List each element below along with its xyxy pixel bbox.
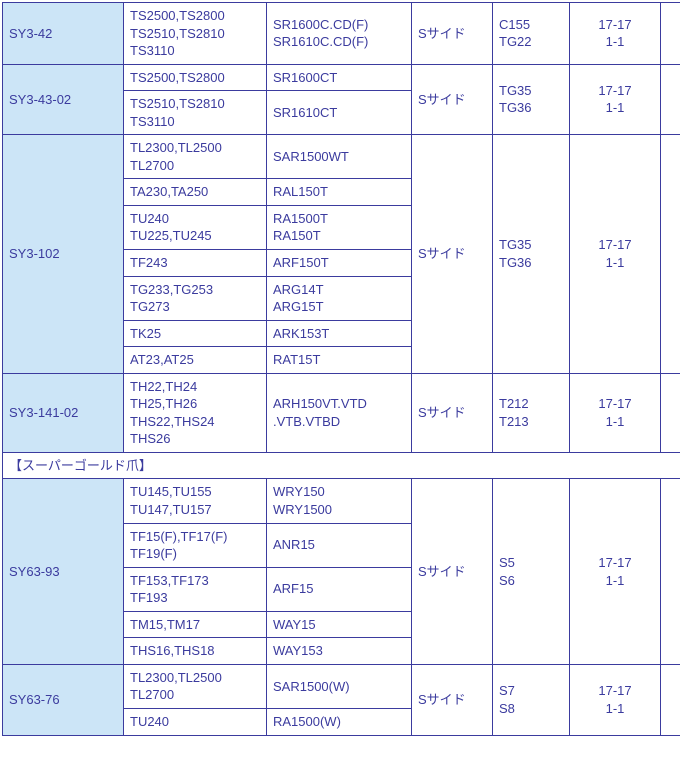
cell: WRY150WRY1500 [267,479,412,523]
cell: RA1500(W) [267,708,412,735]
cell: SY3-43-02 [3,64,124,135]
cell: 【スーパーゴールド爪】 [3,452,680,479]
cell: 36 [661,135,680,373]
cell: ANR15 [267,523,412,567]
cell: TH22,TH24TH25,TH26THS22,THS24THS26 [124,373,267,452]
cell: ARH150VT.VTD.VTB.VTBD [267,373,412,452]
table-row: SY63-76TL2300,TL2500TL2700SAR1500(W)Sサイド… [3,664,680,708]
cell: SAR1500(W) [267,664,412,708]
cell: TU240TU225,TU245 [124,205,267,249]
cell: TU145,TU155TU147,TU157 [124,479,267,523]
cell: WAY15 [267,611,412,638]
cell: SR1600CT [267,64,412,91]
cell: TK25 [124,320,267,347]
cell: 36 [661,3,680,65]
cell: ARF150T [267,250,412,277]
cell: SR1600C.CD(F)SR1610C.CD(F) [267,3,412,65]
cell: TA230,TA250 [124,179,267,206]
cell: 36 [661,664,680,735]
cell: TG233,TG253TG273 [124,276,267,320]
cell: AT23,AT25 [124,347,267,374]
cell: THS16,THS18 [124,638,267,665]
cell: S7S8 [493,664,570,735]
cell: TG35TG36 [493,135,570,373]
cell: C155TG22 [493,3,570,65]
cell: SR1610CT [267,91,412,135]
cell: TF243 [124,250,267,277]
table-row: SY3-42TS2500,TS2800TS2510,TS2810TS3110SR… [3,3,680,65]
cell: 36 [661,479,680,664]
cell: 17-171-1 [570,135,661,373]
table-row: SY3-102TL2300,TL2500TL2700SAR1500WTSサイドT… [3,135,680,179]
cell: SY63-76 [3,664,124,735]
cell: 36 [661,373,680,452]
cell: ARF15 [267,567,412,611]
cell: RAL150T [267,179,412,206]
cell: ARG14TARG15T [267,276,412,320]
cell: 17-171-1 [570,373,661,452]
cell: TU240 [124,708,267,735]
cell: TL2300,TL2500TL2700 [124,135,267,179]
table-row: SY3-141-02TH22,TH24TH25,TH26THS22,THS24T… [3,373,680,452]
cell: ARK153T [267,320,412,347]
cell: TG35TG36 [493,64,570,135]
cell: 17-171-1 [570,664,661,735]
cell: SY3-102 [3,135,124,373]
cell: Sサイド [412,135,493,373]
cell: WAY153 [267,638,412,665]
cell: TS2500,TS2800 [124,64,267,91]
cell: 17-171-1 [570,3,661,65]
cell: SY63-93 [3,479,124,664]
cell: Sサイド [412,64,493,135]
cell: T212T213 [493,373,570,452]
spec-table: SY3-42TS2500,TS2800TS2510,TS2810TS3110SR… [2,2,680,736]
cell: RAT15T [267,347,412,374]
cell: S5S6 [493,479,570,664]
cell: Sサイド [412,373,493,452]
cell: TL2300,TL2500TL2700 [124,664,267,708]
cell: SY3-42 [3,3,124,65]
table-row: SY63-93TU145,TU155TU147,TU157WRY150WRY15… [3,479,680,523]
table-row: SY3-43-02TS2500,TS2800SR1600CTSサイドTG35TG… [3,64,680,91]
cell: TS2500,TS2800TS2510,TS2810TS3110 [124,3,267,65]
cell: Sサイド [412,664,493,735]
cell: 36 [661,64,680,135]
table-row: 【スーパーゴールド爪】 [3,452,680,479]
cell: TM15,TM17 [124,611,267,638]
cell: SY3-141-02 [3,373,124,452]
cell: Sサイド [412,479,493,664]
cell: RA1500TRA150T [267,205,412,249]
cell: Sサイド [412,3,493,65]
cell: 17-171-1 [570,64,661,135]
cell: SAR1500WT [267,135,412,179]
cell: 17-171-1 [570,479,661,664]
cell: TF153,TF173TF193 [124,567,267,611]
cell: TF15(F),TF17(F)TF19(F) [124,523,267,567]
cell: TS2510,TS2810TS3110 [124,91,267,135]
